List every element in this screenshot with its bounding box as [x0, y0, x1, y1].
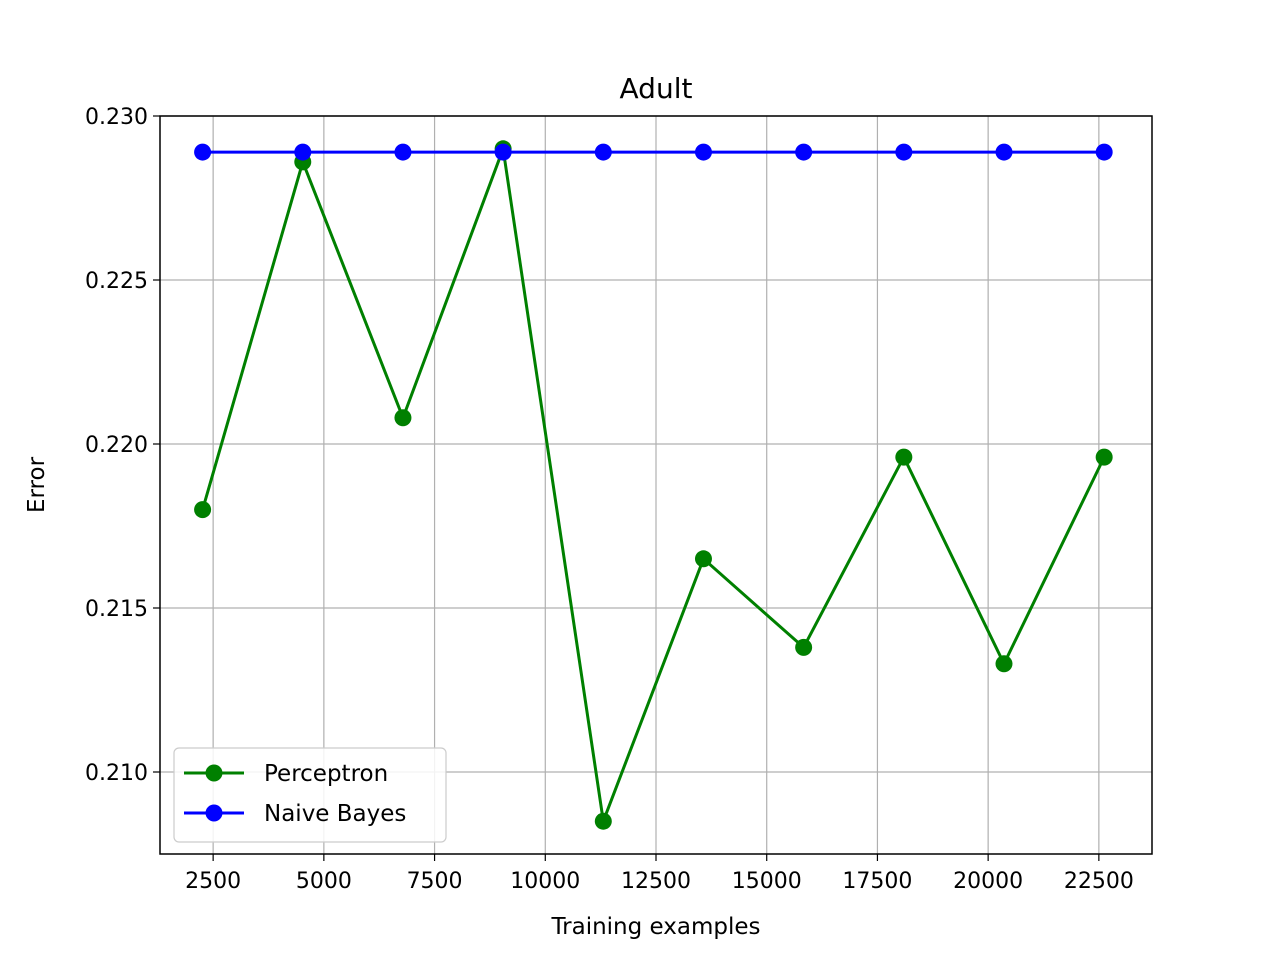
- legend-marker: [205, 804, 223, 822]
- series-layer: [194, 140, 1113, 830]
- legend-marker: [205, 764, 223, 782]
- x-tick-label: 12500: [621, 869, 691, 894]
- data-point-naive-bayes: [594, 143, 612, 161]
- data-point-perceptron: [995, 655, 1013, 673]
- y-tick-label: 0.230: [85, 105, 148, 130]
- x-tick-label: 5000: [296, 869, 352, 894]
- data-point-perceptron: [895, 448, 913, 466]
- x-tick-label: 17500: [842, 869, 912, 894]
- y-tick-label: 0.225: [85, 269, 148, 294]
- grid: [160, 115, 1152, 854]
- ticks: 2500 5000 7500 10000 12500 15000 17500 20000 225…: [85, 105, 1134, 894]
- series-line-perceptron: [201, 148, 1106, 828]
- y-tick-label: 0.220: [85, 433, 148, 458]
- data-point-naive-bayes: [194, 143, 212, 161]
- data-point-perceptron: [394, 409, 412, 427]
- data-point-perceptron: [1095, 448, 1113, 466]
- data-point-perceptron: [594, 812, 612, 830]
- chart-title: Adult: [620, 72, 693, 105]
- data-point-naive-bayes: [394, 143, 412, 161]
- data-point-naive-bayes: [494, 143, 512, 161]
- data-point-naive-bayes: [694, 143, 712, 161]
- data-point-perceptron: [194, 501, 212, 519]
- data-point-naive-bayes: [795, 143, 813, 161]
- legend-label: Perceptron: [264, 761, 388, 787]
- x-tick-label: 10000: [510, 869, 580, 894]
- y-tick-label: 0.215: [85, 597, 148, 622]
- x-axis-label: Training examples: [550, 914, 760, 940]
- legend: Perceptron Naive Bayes: [173, 747, 447, 843]
- x-tick-label: 22500: [1064, 869, 1134, 894]
- data-point-perceptron: [795, 638, 813, 656]
- data-point-perceptron: [694, 550, 712, 568]
- x-tick-label: 20000: [953, 869, 1023, 894]
- data-point-naive-bayes: [895, 143, 913, 161]
- data-point-naive-bayes: [294, 143, 312, 161]
- y-axis-label: Error: [24, 456, 50, 513]
- data-point-naive-bayes: [995, 143, 1013, 161]
- legend-label: Naive Bayes: [264, 801, 406, 827]
- x-tick-label: 15000: [732, 869, 802, 894]
- x-tick-label: 7500: [407, 869, 463, 894]
- x-tick-label: 2500: [185, 869, 241, 894]
- y-tick-label: 0.210: [85, 761, 148, 786]
- data-point-naive-bayes: [1095, 143, 1113, 161]
